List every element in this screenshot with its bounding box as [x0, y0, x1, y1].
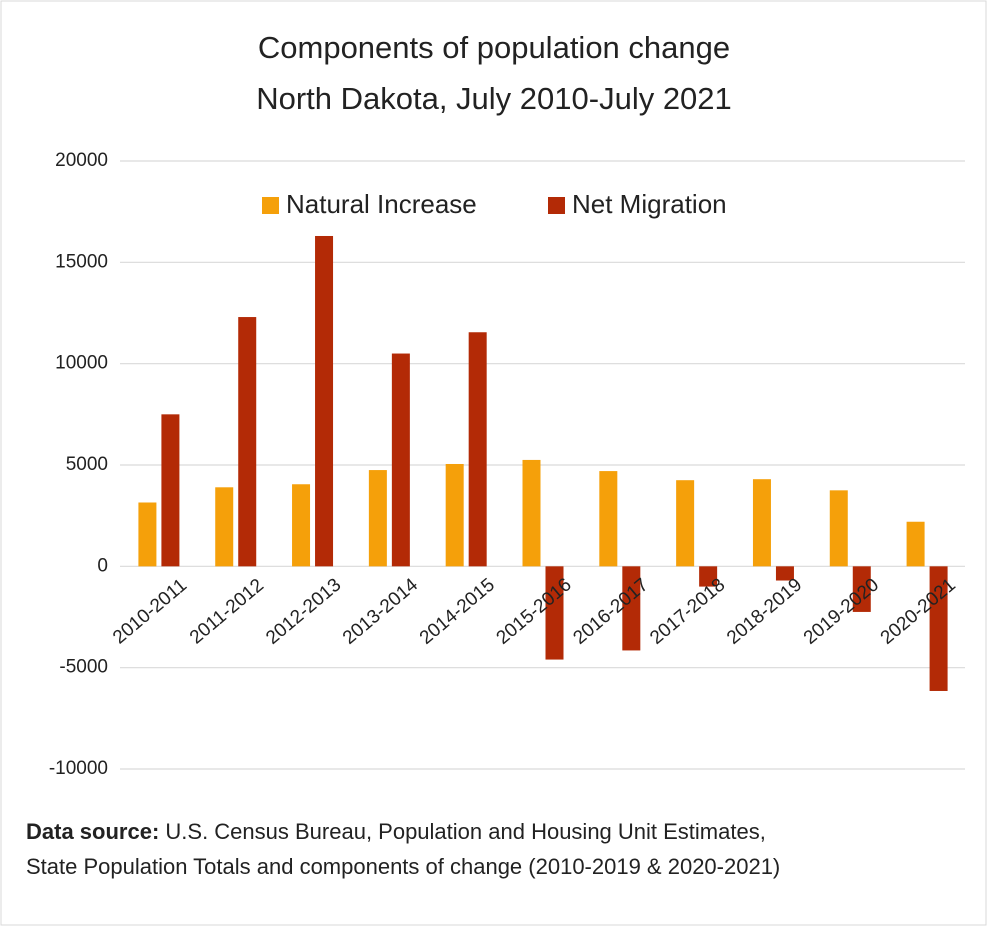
legend-swatch: [548, 197, 565, 214]
y-tick-label: 15000: [55, 251, 108, 272]
bar: [161, 414, 180, 567]
bar: [852, 566, 871, 612]
legend-label: Net Migration: [572, 189, 727, 219]
y-tick-label: 0: [97, 555, 108, 576]
legend-swatch: [262, 197, 279, 214]
source-text: State Population Totals and components o…: [26, 854, 780, 879]
bar: [599, 471, 618, 567]
bar: [445, 463, 464, 567]
bar: [391, 353, 410, 567]
bar: [138, 502, 157, 567]
bar: [699, 566, 718, 587]
bar: [315, 235, 334, 567]
chart-title: Components of population change: [258, 30, 730, 65]
y-tick-label: 10000: [55, 353, 108, 374]
source: Data source: U.S. Census Bureau, Populat…: [26, 819, 766, 844]
bar: [929, 566, 948, 691]
bar: [775, 566, 794, 581]
bar: [752, 479, 771, 567]
bar: [676, 480, 695, 567]
legend-label: Natural Increase: [286, 189, 477, 219]
bar: [238, 317, 257, 567]
bar: [545, 566, 564, 660]
source-label: Data source:: [26, 819, 159, 844]
chart-subtitle: North Dakota, July 2010-July 2021: [256, 81, 732, 116]
y-tick-label: 5000: [66, 454, 108, 475]
y-tick-label: -5000: [59, 657, 108, 678]
y-tick-label: 20000: [55, 150, 108, 171]
bar: [368, 470, 387, 567]
y-tick-label: -10000: [49, 758, 108, 779]
bar: [468, 332, 487, 567]
source-text: U.S. Census Bureau, Population and Housi…: [159, 819, 766, 844]
bar: [829, 490, 848, 567]
bar: [522, 459, 541, 567]
bar: [292, 484, 311, 567]
bar: [622, 566, 641, 651]
bar: [215, 487, 234, 567]
bar: [906, 521, 925, 567]
